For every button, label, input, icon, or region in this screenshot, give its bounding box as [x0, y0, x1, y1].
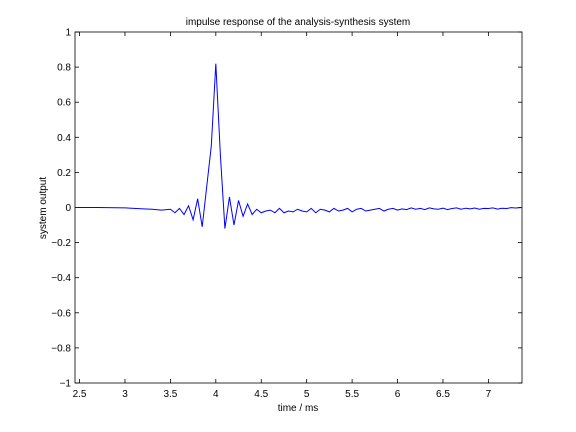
y-axis-label: system output [38, 177, 49, 239]
x-tick-label: 6 [395, 389, 401, 400]
series-line [75, 63, 523, 229]
y-tick-label: 1 [65, 28, 71, 39]
y-tick-label: 0.6 [57, 98, 71, 109]
x-tick-label: 3 [122, 389, 128, 400]
axis-ticks [75, 31, 522, 384]
x-tick-label: 3.5 [163, 389, 177, 400]
y-tick-label: 0.8 [57, 63, 71, 74]
x-tick-label: 4.5 [254, 389, 268, 400]
x-axis-label: time / ms [278, 403, 319, 414]
y-tick-label: −0.6 [51, 308, 71, 319]
x-tick-label: 4 [213, 389, 219, 400]
y-tick-label: −0.2 [51, 238, 71, 249]
x-tick-label: 5 [304, 389, 310, 400]
y-tick-labels: −1 −0.8 −0.6 −0.4 −0.2 0 0.2 0.4 0.6 0.8 1 [51, 28, 71, 390]
y-tick-label: 0.4 [57, 133, 71, 144]
plot-area [74, 31, 523, 384]
x-tick-labels: 2.5 3 3.5 4 4.5 5 5.5 6 6.5 7 [73, 389, 492, 400]
x-tick-label: 5.5 [345, 389, 359, 400]
x-tick-label: 6.5 [436, 389, 450, 400]
y-tick-label: −0.8 [51, 343, 71, 354]
y-tick-label: −1 [60, 379, 72, 390]
x-tick-label: 2.5 [73, 389, 87, 400]
y-tick-label: −0.4 [51, 273, 71, 284]
chart-title: impulse response of the analysis-synthes… [186, 17, 411, 28]
y-tick-label: 0 [65, 203, 71, 214]
x-tick-label: 7 [486, 389, 492, 400]
y-tick-label: 0.2 [57, 168, 71, 179]
